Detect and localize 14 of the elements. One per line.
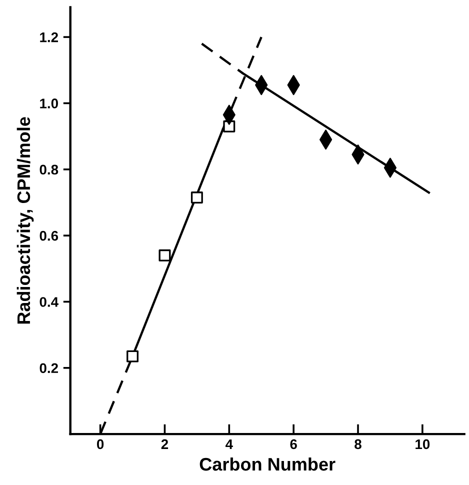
x-axis-title: Carbon Number xyxy=(200,457,336,471)
y-tick-label: 1.0 xyxy=(40,98,58,108)
y-tick-label: 0.4 xyxy=(40,297,58,307)
x-tick-label: 10 xyxy=(416,439,430,450)
y-tick-label: 0.6 xyxy=(40,230,58,241)
y-tick-label: 0.2 xyxy=(40,363,58,374)
x-tick-label: 4 xyxy=(226,439,233,449)
x-tick-label: 2 xyxy=(161,439,168,449)
x-tick-label: 8 xyxy=(354,439,362,450)
y-axis-title: Radioactivity, CPM/mole xyxy=(16,117,34,324)
y-tick-label: 1.2 xyxy=(40,32,58,42)
x-tick-label: 6 xyxy=(290,439,297,450)
x-tick-label: 0 xyxy=(96,439,104,450)
y-tick-label: 0.8 xyxy=(40,164,58,175)
